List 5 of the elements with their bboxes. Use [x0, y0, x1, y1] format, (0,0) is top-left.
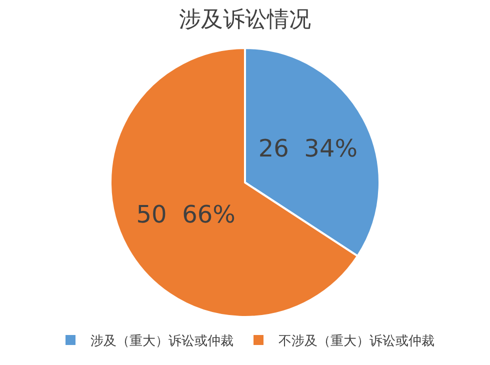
chart-title: 涉及诉讼情况 — [179, 7, 311, 32]
legend-label: 涉及（重大）诉讼或仲裁 — [90, 334, 234, 350]
data-label: 26 34% — [258, 134, 358, 162]
legend-label: 不涉及（重大）诉讼或仲裁 — [278, 334, 434, 350]
data-label: 50 66% — [136, 200, 236, 229]
